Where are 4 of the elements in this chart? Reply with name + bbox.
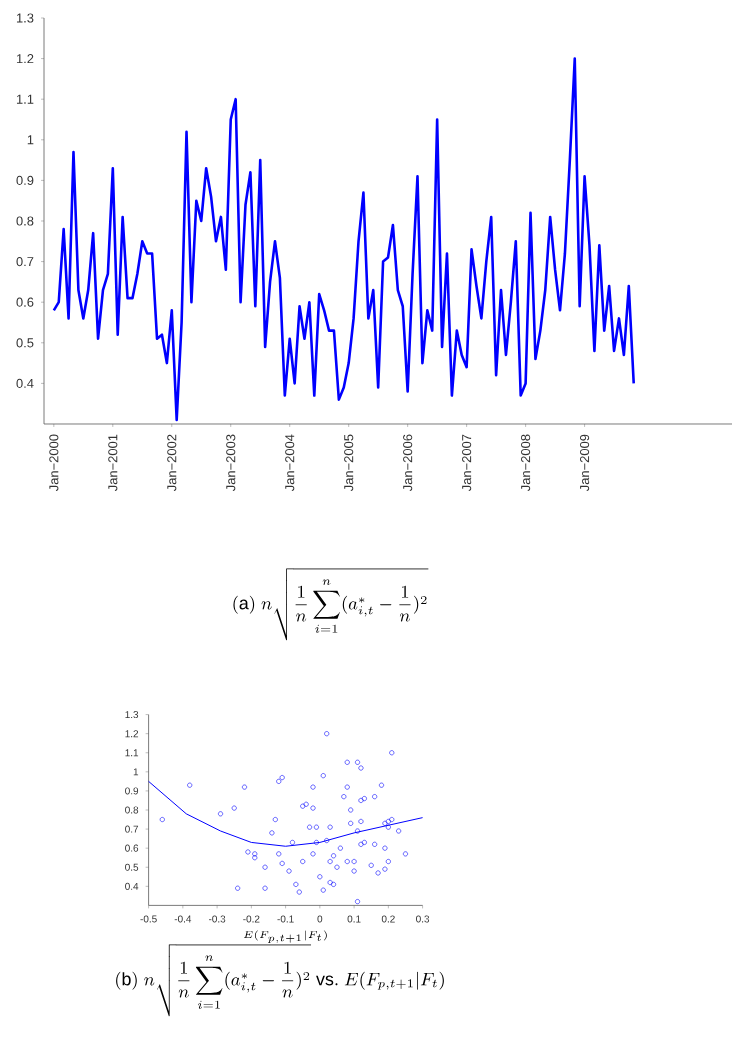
- text: $\mathrm{(a)}\; n\sqrt{\frac{1}{n}\sum_{i=1}^{n}(a^{*}_{i,t}-\frac{1}{n})^{2}}$: [233, 568, 429, 641]
- x-axis-title: $E(F_{p,t+1}|F_{t})$: [244, 930, 327, 944]
- text: $\mathrm{(b)}\; n\sqrt{\frac{1}{n}\sum_{i=1}^{n}(a^{*}_{i,t}-\frac{1}{n})^{2}}\ \mathrm{vs.}\ E(F_{p,t+1}|F_{t})$: [116, 944, 444, 1017]
- line-series: [52, 57, 636, 422]
